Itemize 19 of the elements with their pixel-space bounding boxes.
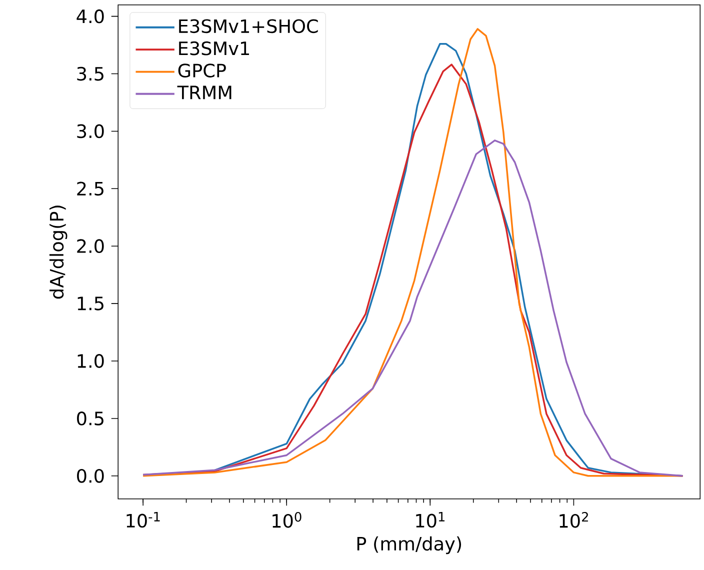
y-tick-label: 2.5 xyxy=(77,182,104,196)
y-tick-label: 1.0 xyxy=(78,354,104,368)
y-tick-label: 0.5 xyxy=(77,411,104,426)
y-tick-label: 0.0 xyxy=(77,468,104,483)
y-tick-label: 1.5 xyxy=(78,296,104,310)
x-tick-label: 10$^{1}$ xyxy=(416,512,445,528)
y-axis-title: dA/dlog(P) xyxy=(49,205,68,298)
y-tick-label: 3.0 xyxy=(77,124,104,138)
x-tick-label: 10$^{0}$ xyxy=(272,512,302,528)
y-tick-label: 4.0 xyxy=(76,9,104,24)
legend-label: TRMM xyxy=(177,86,232,99)
legend-label: GPCP xyxy=(178,63,226,78)
legend-label: E3SMv1 xyxy=(179,41,249,56)
x-tick-label: 10$^{2}$ xyxy=(560,512,588,528)
x-tick-label: 10$^{-1}$ xyxy=(126,512,160,528)
legend-label: E3SMv1+SHOC xyxy=(179,19,318,33)
y-tick-label: 2.0 xyxy=(77,238,104,253)
y-tick-label: 3.5 xyxy=(77,66,104,81)
x-axis-title: P (mm/day) xyxy=(357,536,462,554)
